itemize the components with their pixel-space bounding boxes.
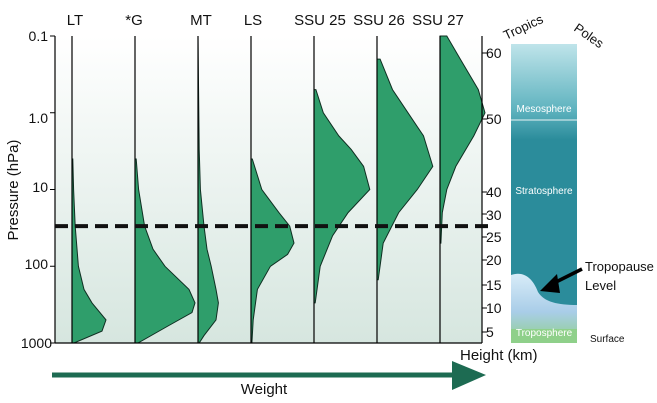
plot-background xyxy=(55,36,482,343)
tropopause-level-label: Level xyxy=(585,278,616,293)
channel-label: LT xyxy=(67,12,83,29)
tropics-label: Tropics xyxy=(501,11,546,43)
weighting-curve-ssu-25 xyxy=(313,89,371,304)
height-tick-5: 5 xyxy=(486,324,494,340)
pressure-tick-marks xyxy=(50,35,55,344)
channel-label: MT xyxy=(190,12,212,29)
pressure-tick-1.0: 1.0 xyxy=(29,110,49,126)
weighting-curve-ssu-26 xyxy=(376,58,434,281)
weighting-curve-ssu-27 xyxy=(439,35,486,244)
channel-label: SSU 27 xyxy=(412,12,464,29)
troposphere-region xyxy=(511,273,577,343)
channel-label: LS xyxy=(244,12,262,29)
channel-label: SSU 26 xyxy=(353,12,405,29)
surface-label: Surface xyxy=(590,334,625,345)
weight-label: Weight xyxy=(241,381,288,398)
pressure-tick-100: 100 xyxy=(25,256,49,272)
height-tick-20: 20 xyxy=(486,252,502,268)
channel-curves xyxy=(71,35,486,344)
height-tick-40: 40 xyxy=(486,184,502,200)
pressure-tick-10: 10 xyxy=(32,179,48,195)
height-tick-10: 10 xyxy=(486,300,502,316)
height-tick-25: 25 xyxy=(486,229,502,245)
pressure-tick-1000: 1000 xyxy=(21,335,52,351)
stratosphere-label: Stratosphere xyxy=(515,186,573,197)
height-tick-50: 50 xyxy=(486,111,502,127)
tropopause-label: Tropopause xyxy=(585,259,654,274)
height-tick-60: 60 xyxy=(486,45,502,61)
weight-arrow-head xyxy=(452,361,486,390)
pressure-axis-title: Pressure (hPa) xyxy=(5,140,22,241)
height-tick-15: 15 xyxy=(486,277,502,293)
surface-band xyxy=(511,329,577,343)
height-tick-marks xyxy=(482,52,487,333)
channel-label: *G xyxy=(125,12,143,29)
troposphere-label: Troposphere xyxy=(516,328,573,339)
mesosphere-label: Mesosphere xyxy=(516,104,571,115)
tropopause-arrow-head xyxy=(540,274,560,293)
height-tick-30: 30 xyxy=(486,207,502,223)
pressure-tick-0.1: 0.1 xyxy=(29,28,49,44)
height-axis-title: Height (km) xyxy=(460,347,538,364)
channel-label: SSU 25 xyxy=(294,12,346,29)
